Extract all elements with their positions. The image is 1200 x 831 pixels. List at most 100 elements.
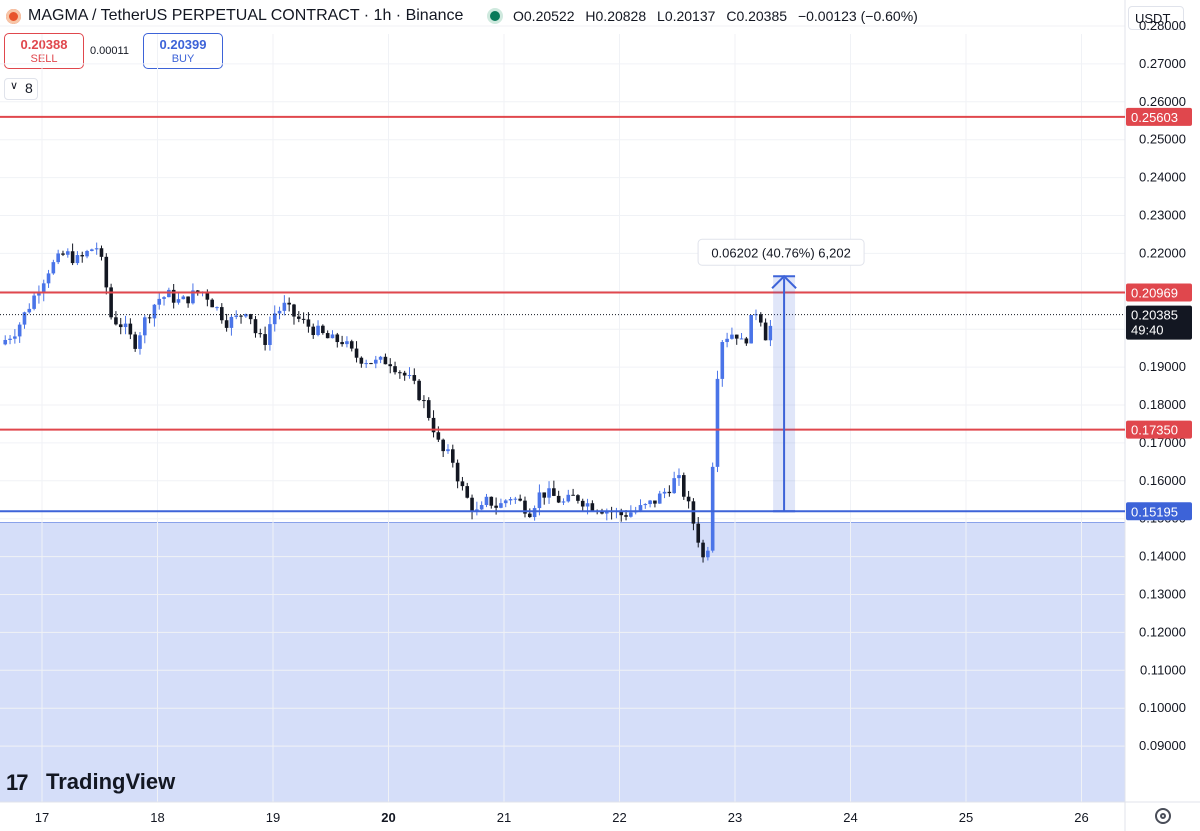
candle-body [22, 312, 27, 325]
candle-body [248, 314, 253, 320]
price-tick-label: 0.09000 [1139, 738, 1186, 753]
candle-body [176, 299, 181, 303]
candle-body [657, 493, 662, 504]
candle-body [219, 307, 224, 321]
time-tick-label: 23 [728, 810, 742, 825]
candle-countdown-label: 49:40 [1131, 323, 1164, 338]
ohlc-high-key: H [585, 8, 596, 24]
sell-label: SELL [30, 53, 58, 65]
candle-body [94, 248, 99, 250]
time-tick-label: 26 [1074, 810, 1088, 825]
candle-body [431, 417, 436, 433]
candle-body [715, 378, 720, 467]
candle-body [239, 315, 243, 317]
price-change: −0.00123 (−0.60%) [797, 8, 918, 24]
buy-label: BUY [171, 53, 195, 65]
time-tick-label: 21 [497, 810, 511, 825]
measure-label-text: 0.06202 (40.76%) 6,202 [711, 245, 851, 260]
indicators-toggle-button[interactable]: ∨ 8 [4, 78, 38, 100]
candle-body [369, 363, 373, 365]
candle-body [65, 251, 70, 255]
price-tick-label: 0.11000 [1140, 662, 1186, 677]
candle-body [450, 449, 455, 463]
candle-body [681, 475, 686, 497]
candle-body [696, 523, 701, 543]
candle-body [349, 341, 354, 349]
candle-body [99, 248, 104, 257]
candle-body [706, 550, 710, 558]
buy-button[interactable]: 0.20399 BUY [143, 33, 223, 69]
symbol-title[interactable]: MAGMA / TetherUS PERPETUAL CONTRACT · 1h… [28, 7, 464, 24]
candle-body [56, 253, 60, 263]
candle-body [359, 357, 364, 364]
chart-header: MAGMA / TetherUS PERPETUAL CONTRACT · 1h… [0, 0, 1125, 34]
candle-body [393, 366, 397, 373]
candle-body [734, 334, 739, 339]
candle-body [532, 508, 537, 518]
candle-body [648, 500, 652, 505]
ohlc-close-key: C [726, 8, 737, 24]
candle-body [186, 296, 190, 304]
candle-body [61, 253, 65, 255]
candle-body [306, 319, 311, 327]
candle-body [412, 375, 417, 381]
resistance-level-badge [1126, 107, 1192, 126]
price-tick-label: 0.26000 [1139, 94, 1186, 109]
candle-body [566, 494, 571, 502]
candle-body [321, 325, 325, 334]
magma-logo-icon [6, 9, 21, 24]
candle-body [8, 338, 12, 340]
candle-body [133, 334, 137, 349]
candle-body [301, 318, 306, 320]
candle-body [268, 324, 272, 345]
candle-body [244, 314, 248, 317]
candle-body [27, 308, 32, 313]
candle-body [489, 496, 494, 506]
candle-body [138, 335, 142, 349]
price-tick-label: 0.24000 [1139, 170, 1186, 185]
candle-body [253, 319, 258, 334]
candle-body [662, 491, 667, 494]
ohlc-low-key: L [657, 8, 665, 24]
candle-body [263, 334, 267, 345]
candle-body [604, 511, 609, 514]
candle-body [667, 491, 672, 494]
candle-body [691, 501, 696, 524]
candle-body [619, 510, 624, 516]
candle-body [600, 511, 604, 514]
candle-body [465, 486, 470, 498]
candle-body [744, 338, 749, 344]
settings-gear-icon[interactable] [1155, 808, 1171, 824]
price-tick-label: 0.19000 [1139, 359, 1186, 374]
candle-body [643, 504, 648, 506]
price-tick-label: 0.12000 [1139, 624, 1186, 639]
candle-body [590, 503, 595, 511]
sell-button[interactable]: 0.20388 SELL [4, 33, 84, 69]
candle-body [677, 475, 681, 479]
currency-selector[interactable]: USDT [1128, 6, 1184, 30]
candle-body [142, 317, 147, 336]
current-price-label: 0.20385 [1131, 308, 1178, 323]
ohlc-high-value: 0.20828 [595, 8, 647, 24]
candle-body [398, 372, 402, 374]
candle-body [3, 339, 8, 345]
candle-body [287, 302, 291, 305]
buy-price: 0.20399 [159, 37, 207, 52]
candle-body [330, 334, 335, 339]
price-tick-label: 0.18000 [1139, 397, 1186, 412]
candle-body [739, 338, 744, 340]
sell-price: 0.20388 [20, 37, 68, 52]
candle-body [523, 500, 527, 514]
current-price-badge [1126, 305, 1192, 340]
candle-body [455, 462, 460, 482]
indicators-count: 8 [25, 80, 33, 96]
candle-body [104, 256, 109, 288]
market-open-status-icon [490, 11, 500, 21]
candle-body [629, 512, 633, 517]
price-tick-label: 0.14000 [1139, 549, 1186, 564]
candle-body [499, 503, 503, 508]
time-tick-label: 19 [266, 810, 280, 825]
candle-body [537, 492, 542, 509]
candle-body [147, 317, 152, 319]
